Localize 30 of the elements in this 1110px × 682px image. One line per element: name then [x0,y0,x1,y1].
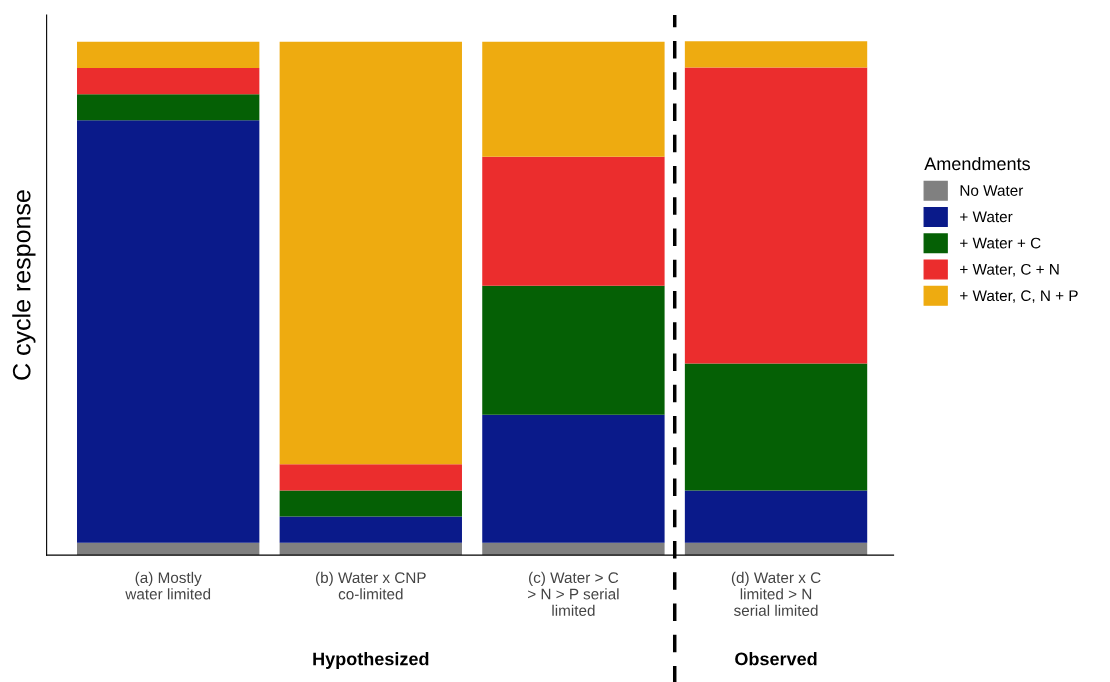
legend-label: + Water + C [960,237,1041,249]
x-tick-label: (a) Mostly water limited [125,571,211,600]
bar [684,41,868,68]
bar [77,120,260,543]
bar [77,94,260,121]
bar [77,67,260,95]
bar [279,464,462,491]
legend-label: + Water, C, N + P [960,290,1078,303]
y-axis-title: C cycle response [12,190,36,380]
bar [279,516,462,543]
bar [279,41,462,465]
x-tick-label: (d) Water x C limited > N serial limited [731,571,821,616]
bar [279,490,462,517]
text: Observed [735,652,817,666]
bar [482,414,665,543]
bar [684,363,868,491]
legend-title: Amendments [924,156,1030,171]
x-tick-label: (c) Water > C > N > P serial limited [528,571,619,616]
bar [482,156,665,286]
bar [684,67,868,364]
bar [482,542,665,556]
legend-label: + Water, C + N [960,263,1059,277]
bar [684,490,868,543]
x-tick-label: (b) Water x CNP co-limited [316,571,426,600]
legend-label: + Water [960,211,1013,223]
bar [482,285,665,415]
text: Hypothesized [313,652,429,669]
legend-label: No Water [960,185,1024,196]
bar [482,41,665,157]
bar [77,41,260,68]
